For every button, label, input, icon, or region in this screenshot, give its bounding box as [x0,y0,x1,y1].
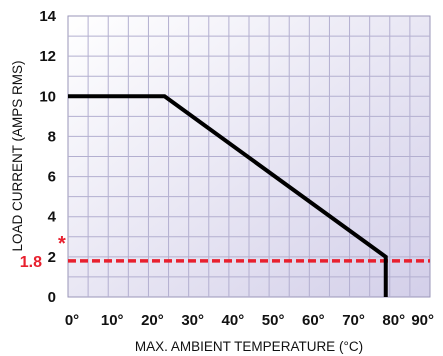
reference-marker-asterisk: * [58,233,66,255]
y-axis-title: LOAD CURRENT (AMPS RMS) [10,60,25,251]
series-line [68,94,388,297]
x-tick-label: 20° [141,312,164,329]
y-tick-label: 8 [48,128,56,145]
y-axis-ticks: 0 2 4 6 8 10 12 14 [39,8,56,306]
x-tick-label: 40° [222,312,245,329]
y-tick-label: 14 [39,8,56,25]
y-tick-label: 12 [39,48,56,65]
x-axis-title: MAX. AMBIENT TEMPERATURE (°C) [135,339,363,354]
y-tick-label: 4 [48,209,57,226]
series-group [68,94,388,297]
y-tick-label: 10 [39,88,56,105]
x-tick-label: 10° [101,312,124,329]
y-tick-label: 2 [48,249,56,266]
reference-value-label: 1.8 [20,254,42,271]
x-tick-label: 30° [181,312,204,329]
y-tick-label: 6 [48,169,56,186]
reference-line-group: 1.8 * [20,233,430,271]
x-tick-label: 0° [65,312,79,329]
x-tick-label: 70° [342,312,365,329]
x-axis-ticks: 0° 10° 20° 30° 40° 50° 60° 70° 80° 90° [65,312,434,329]
x-tick-label: 80° [382,312,405,329]
x-tick-label: 60° [302,312,325,329]
x-tick-label: 50° [262,312,285,329]
y-tick-label: 0 [48,289,56,306]
x-tick-label: 90° [411,312,434,329]
